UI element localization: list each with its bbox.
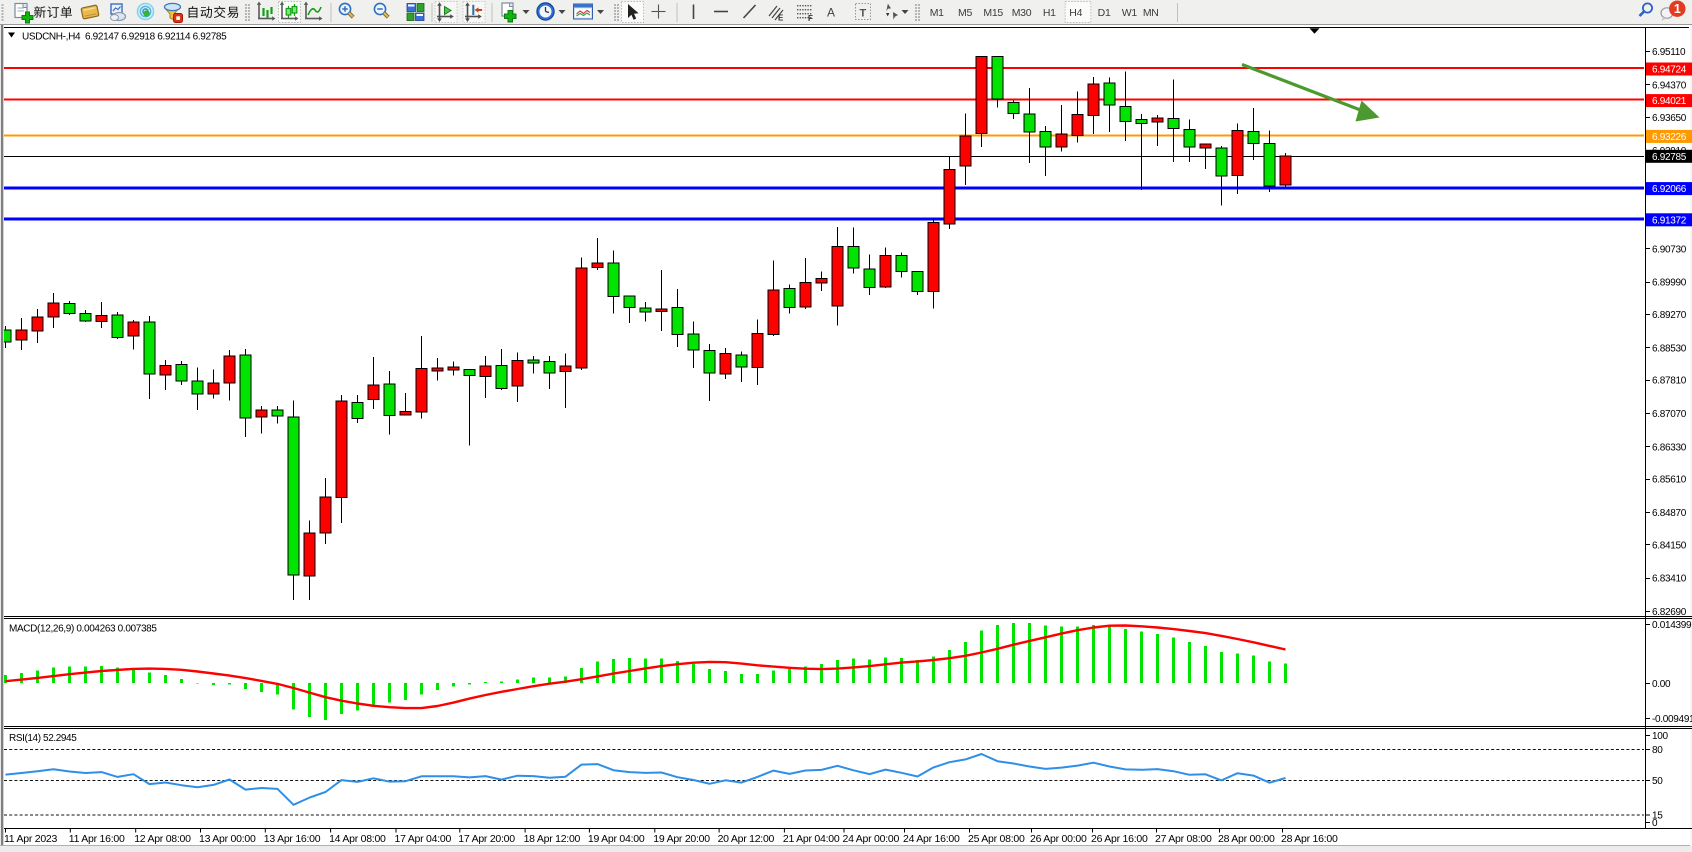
- svg-text:14 Apr 08:00: 14 Apr 08:00: [329, 833, 386, 845]
- svg-text:6.93226: 6.93226: [1652, 132, 1687, 143]
- svg-text:6.84150: 6.84150: [1652, 540, 1687, 551]
- svg-text:W1: W1: [1122, 7, 1138, 19]
- svg-text:11 Apr 16:00: 11 Apr 16:00: [69, 833, 125, 845]
- svg-text:19 Apr 04:00: 19 Apr 04:00: [588, 833, 645, 845]
- svg-text:100: 100: [1652, 731, 1669, 742]
- svg-text:12 Apr 08:00: 12 Apr 08:00: [134, 833, 191, 845]
- svg-text:80: 80: [1652, 745, 1663, 756]
- svg-text:6.92066: 6.92066: [1652, 184, 1687, 195]
- svg-text:-0.009491: -0.009491: [1652, 714, 1692, 725]
- svg-text:6.88530: 6.88530: [1652, 343, 1687, 354]
- svg-text:6.90730: 6.90730: [1652, 244, 1687, 255]
- svg-text:MN: MN: [1143, 7, 1159, 19]
- svg-text:6.83410: 6.83410: [1652, 574, 1687, 585]
- svg-text:M5: M5: [958, 7, 972, 19]
- svg-text:6.94021: 6.94021: [1652, 96, 1687, 107]
- svg-text:A: A: [827, 6, 835, 20]
- svg-text:E: E: [778, 14, 784, 23]
- svg-text:28 Apr 16:00: 28 Apr 16:00: [1281, 833, 1338, 845]
- svg-text:6.85610: 6.85610: [1652, 475, 1687, 486]
- svg-text:6.82690: 6.82690: [1652, 607, 1687, 618]
- svg-text:0.00: 0.00: [1652, 679, 1671, 690]
- svg-text:D1: D1: [1098, 7, 1111, 19]
- svg-text:USDCNH-,H4 6.92147 6.92918 6.: USDCNH-,H4 6.92147 6.92918 6.92114 6.927…: [22, 32, 227, 43]
- svg-text:6.87810: 6.87810: [1652, 376, 1687, 387]
- svg-text:26 Apr 00:00: 26 Apr 00:00: [1030, 833, 1087, 845]
- svg-text:M1: M1: [930, 7, 944, 19]
- svg-text:MACD(12,26,9) 0.004263 0.00738: MACD(12,26,9) 0.004263 0.007385: [9, 624, 157, 635]
- svg-text:6.86330: 6.86330: [1652, 442, 1687, 453]
- svg-text:M30: M30: [1012, 7, 1032, 19]
- svg-text:17 Apr 04:00: 17 Apr 04:00: [395, 833, 452, 845]
- svg-text:RSI(14) 52.2945: RSI(14) 52.2945: [9, 733, 77, 744]
- svg-text:27 Apr 08:00: 27 Apr 08:00: [1155, 833, 1212, 845]
- svg-text:6.94370: 6.94370: [1652, 81, 1687, 92]
- svg-text:11 Apr 2023: 11 Apr 2023: [4, 833, 58, 845]
- svg-text:1: 1: [1674, 2, 1681, 16]
- svg-text:17 Apr 20:00: 17 Apr 20:00: [458, 833, 515, 845]
- svg-text:6.95110: 6.95110: [1652, 47, 1686, 58]
- svg-text:24 Apr 16:00: 24 Apr 16:00: [903, 833, 960, 845]
- svg-text:19 Apr 20:00: 19 Apr 20:00: [653, 833, 710, 845]
- svg-text:20 Apr 12:00: 20 Apr 12:00: [718, 833, 775, 845]
- svg-text:T: T: [860, 8, 867, 20]
- svg-text:0.014399: 0.014399: [1652, 620, 1692, 631]
- svg-text:M15: M15: [983, 7, 1003, 19]
- svg-text:6.87070: 6.87070: [1652, 409, 1687, 420]
- svg-text:6.84870: 6.84870: [1652, 508, 1687, 519]
- svg-text:H4: H4: [1069, 7, 1082, 19]
- svg-text:28 Apr 00:00: 28 Apr 00:00: [1218, 833, 1275, 845]
- svg-text:13 Apr 00:00: 13 Apr 00:00: [199, 833, 256, 845]
- svg-text:25 Apr 08:00: 25 Apr 08:00: [968, 833, 1025, 845]
- svg-text:6.91372: 6.91372: [1652, 215, 1687, 226]
- svg-text:15: 15: [1652, 811, 1663, 822]
- svg-text:6.89990: 6.89990: [1652, 278, 1687, 289]
- svg-text:13 Apr 16:00: 13 Apr 16:00: [264, 833, 321, 845]
- svg-text:50: 50: [1652, 776, 1663, 787]
- svg-text:0: 0: [1652, 818, 1658, 829]
- svg-text:18 Apr 12:00: 18 Apr 12:00: [524, 833, 581, 845]
- svg-text:6.93650: 6.93650: [1652, 113, 1687, 124]
- svg-text:21 Apr 04:00: 21 Apr 04:00: [783, 833, 840, 845]
- svg-text:24 Apr 00:00: 24 Apr 00:00: [843, 833, 900, 845]
- svg-text:6.89270: 6.89270: [1652, 310, 1687, 321]
- svg-text:H1: H1: [1043, 7, 1056, 19]
- svg-text:6.94724: 6.94724: [1652, 65, 1687, 76]
- svg-text:F: F: [808, 14, 813, 23]
- svg-text:26 Apr 16:00: 26 Apr 16:00: [1091, 833, 1148, 845]
- svg-text:6.92785: 6.92785: [1652, 152, 1687, 163]
